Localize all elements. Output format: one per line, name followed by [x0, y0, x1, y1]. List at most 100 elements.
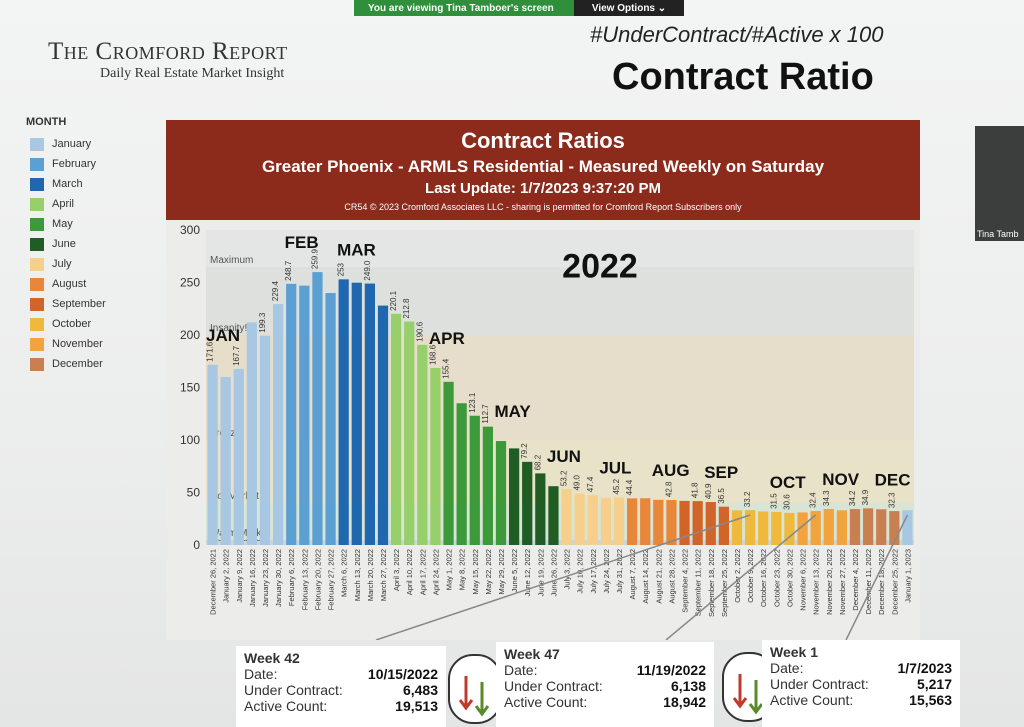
bar: [272, 304, 284, 545]
data-label: 253: [337, 262, 346, 276]
active-count-value: 19,513: [395, 698, 438, 714]
month-label: JAN: [206, 326, 240, 345]
data-label: 68.2: [533, 454, 542, 470]
bar: [876, 509, 887, 545]
zone-band: [206, 335, 914, 440]
bar: [718, 506, 730, 545]
data-label: 212.8: [402, 298, 411, 319]
bar: [744, 510, 756, 545]
x-tick-label: November 6, 2022: [799, 549, 808, 611]
week-date: 1/7/2023: [897, 660, 953, 676]
data-label: 32.4: [809, 492, 818, 508]
x-tick-label: August 28, 2022: [667, 549, 676, 604]
legend-swatch: [30, 157, 44, 171]
legend-item: November: [26, 334, 106, 354]
bar: [862, 508, 874, 545]
data-label: 168.6: [428, 344, 437, 365]
legend-title: MONTH: [26, 116, 67, 128]
month-label: MAY: [494, 402, 531, 421]
x-tick-label: June 26, 2022: [549, 549, 558, 597]
active-count-value: 15,563: [909, 692, 952, 708]
x-tick-label: January 1, 2023: [903, 549, 912, 603]
legend-item: April: [26, 194, 106, 214]
data-label: 112.7: [481, 404, 490, 424]
participant-name: Tina Tamb: [977, 229, 1019, 239]
copyright-text: CR54 © 2023 Cromford Associates LLC - sh…: [344, 202, 742, 212]
week-title: Week 1: [770, 644, 818, 660]
data-label: 34.2: [848, 490, 857, 506]
participant-video[interactable]: Tina Tamb: [975, 126, 1024, 241]
bar: [836, 510, 848, 545]
bar: [443, 381, 454, 545]
legend-item: May: [26, 214, 106, 234]
under-contract-value: 5,217: [916, 676, 952, 692]
x-tick-label: April 17, 2022: [418, 549, 427, 595]
bar: [692, 501, 703, 545]
bar: [640, 498, 651, 545]
legend-label: May: [52, 218, 73, 230]
legend-item: June: [26, 234, 106, 254]
zone-label: Insanity!: [210, 323, 247, 334]
data-label: 167.7: [232, 345, 241, 366]
y-tick-label: 100: [180, 433, 200, 447]
data-label: 79.2: [520, 443, 529, 459]
legend-label: July: [52, 258, 72, 270]
x-tick-label: February 13, 2022: [300, 549, 309, 610]
x-tick-label: September 18, 2022: [707, 549, 716, 617]
x-tick-label: August 14, 2022: [641, 549, 650, 604]
data-label: 190.6: [415, 321, 424, 342]
legend-swatch: [30, 137, 44, 151]
legend-label: April: [52, 198, 75, 210]
legend-label: January: [52, 138, 92, 150]
data-label: 40.9: [704, 483, 713, 499]
x-tick-label: April 24, 2022: [431, 549, 440, 595]
week-1-card: Week 1 Date: 1/7/2023 Under Contract: 5,21…: [762, 640, 960, 727]
bar: [207, 364, 218, 545]
legend-swatch: [30, 237, 44, 251]
bar: [390, 313, 402, 545]
bar: [587, 495, 598, 545]
x-tick-label: June 19, 2022: [536, 549, 545, 597]
zone-band: [206, 266, 914, 335]
y-tick-label: 50: [187, 486, 201, 500]
month-label: FEB: [285, 233, 319, 252]
data-label: 31.5: [769, 493, 778, 509]
x-tick-label: August 21, 2022: [654, 549, 663, 604]
bar: [574, 493, 585, 545]
legend-item: September: [26, 294, 106, 314]
legend-swatch: [30, 197, 44, 211]
data-label: 44.4: [625, 479, 634, 495]
bar: [784, 512, 795, 545]
x-tick-label: February 6, 2022: [287, 549, 296, 606]
bar: [653, 499, 664, 545]
x-tick-label: October 16, 2022: [759, 549, 768, 607]
bar: [535, 473, 546, 545]
screen-share-banner: You are viewing Tina Tamboer's screen Vi…: [354, 0, 684, 16]
legend-swatch: [30, 357, 44, 371]
data-label: 36.5: [717, 488, 726, 504]
view-options-button[interactable]: View Options ⌄: [574, 0, 684, 16]
legend-item: February: [26, 154, 106, 174]
bar: [889, 511, 900, 545]
month-label: NOV: [822, 470, 860, 489]
x-tick-label: May 1, 2022: [445, 549, 454, 590]
bar: [286, 283, 297, 545]
data-label: 259.9: [310, 249, 319, 270]
x-tick-label: May 15, 2022: [471, 549, 480, 594]
page-title: Contract Ratio: [612, 56, 874, 98]
x-tick-label: July 24, 2022: [602, 549, 611, 594]
bar: [666, 500, 677, 545]
bar: [508, 448, 520, 545]
x-tick-label: October 9, 2022: [746, 549, 755, 603]
viewing-message: You are viewing Tina Tamboer's screen: [368, 2, 554, 14]
bar: [561, 489, 572, 545]
zone-band: [206, 230, 914, 267]
bar: [758, 511, 769, 545]
under-contract-value: 6,138: [670, 678, 706, 694]
legend-item: December: [26, 354, 106, 374]
bar: [522, 461, 533, 545]
zone-band: [206, 440, 914, 503]
bar: [771, 511, 782, 545]
bar: [613, 497, 625, 545]
x-tick-label: March 20, 2022: [366, 549, 375, 601]
